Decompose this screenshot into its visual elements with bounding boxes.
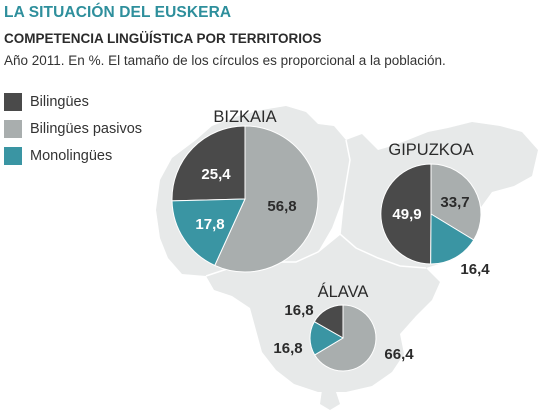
pie-alava <box>309 304 377 372</box>
pie-bizkaia <box>171 125 319 273</box>
chart-subtitle: COMPETENCIA LINGÜÍSTICA POR TERRITORIOS <box>4 31 322 46</box>
legend-swatch-bilingues-pasivos <box>4 119 22 138</box>
data-label-gipuzkoa-bilingues-pasivos: 33,7 <box>440 194 469 211</box>
data-label-alava-bilingues-pasivos: 66,4 <box>384 346 414 363</box>
chart-note: Año 2011. En %. El tamaño de los círculo… <box>4 53 446 68</box>
chart-title: LA SITUACIÓN DEL EUSKERA <box>4 4 232 21</box>
territory-label-gipuzkoa: GIPUZKOA <box>388 141 473 159</box>
legend-label-bilingues: Bilingües <box>30 93 89 110</box>
slice-bizkaia-bilingues-pasivos <box>214 125 319 273</box>
legend: Bilingües Bilingües pasivos Monolingües <box>4 88 142 169</box>
slice-gipuzkoa-monolingues <box>430 213 475 265</box>
slice-gipuzkoa-bilingues <box>380 163 432 265</box>
legend-label-bilingues-pasivos: Bilingües pasivos <box>30 120 143 137</box>
legend-swatch-bilingues <box>4 92 22 111</box>
data-label-bizkaia-bilingues-pasivos: 56,8 <box>267 198 296 215</box>
slice-alava-monolingues <box>309 321 344 356</box>
data-label-alava-bilingues: 16,8 <box>284 302 313 319</box>
data-label-bizkaia-monolingues: 17,8 <box>195 216 224 233</box>
map-region-alava-enclave <box>320 390 340 410</box>
slice-bizkaia-monolingues <box>171 198 246 267</box>
slice-bizkaia-bilingues <box>171 125 246 202</box>
legend-label-monolingues: Monolingües <box>30 147 113 164</box>
slice-gipuzkoa-bilingues-pasivos <box>430 163 482 241</box>
legend-swatch-monolingues <box>4 146 22 165</box>
data-label-bizkaia-bilingues: 25,4 <box>201 166 231 183</box>
legend-item-monolingues: Monolingües <box>4 142 142 169</box>
pie-gipuzkoa <box>380 163 482 265</box>
slice-alava-bilingues-pasivos <box>314 304 377 372</box>
legend-item-bilingues: Bilingües <box>4 88 142 115</box>
map-border-bizkaia-gipuzkoa <box>339 139 351 235</box>
legend-item-bilingues-pasivos: Bilingües pasivos <box>4 115 142 142</box>
data-label-alava-monolingues: 16,8 <box>273 340 302 357</box>
data-label-gipuzkoa-bilingues: 49,9 <box>392 206 421 223</box>
territory-label-alava: ÁLAVA <box>318 282 369 301</box>
data-label-gipuzkoa-monolingues: 16,4 <box>460 261 490 278</box>
territory-label-bizkaia: BIZKAIA <box>213 108 276 126</box>
